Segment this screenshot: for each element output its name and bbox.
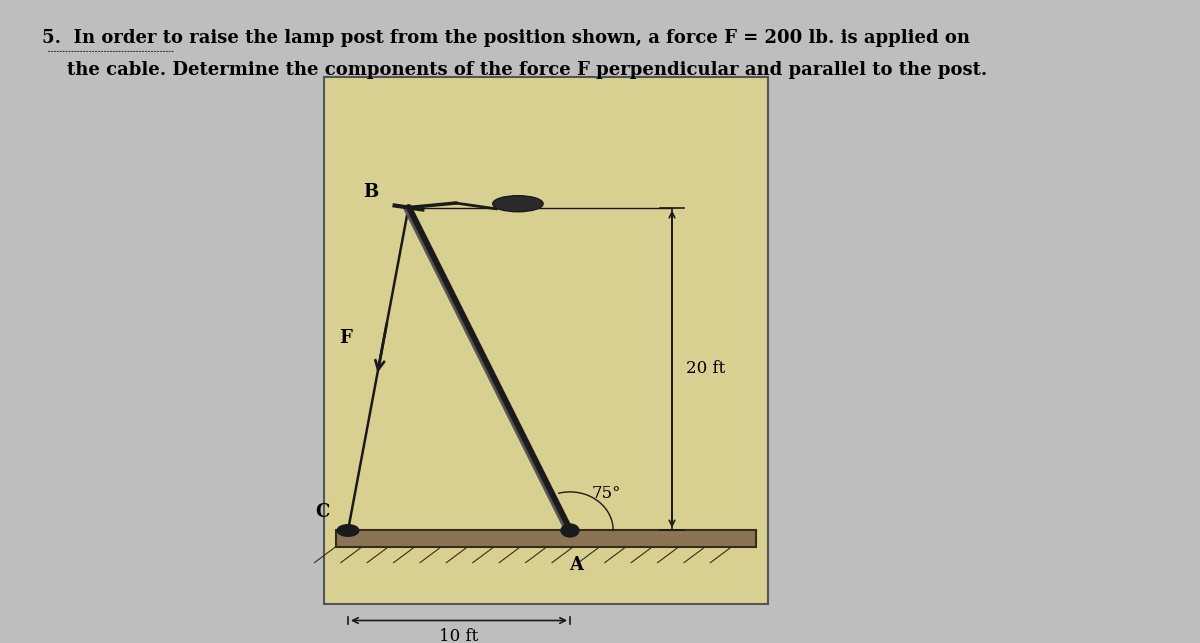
Text: 5.  In order to raise the lamp post from the position shown, a force F = 200 lb.: 5. In order to raise the lamp post from …	[42, 29, 970, 47]
Text: the cable. Determine the components of the force F perpendicular and parallel to: the cable. Determine the components of t…	[42, 61, 988, 79]
Text: B: B	[364, 183, 378, 201]
Bar	[336, 530, 756, 547]
Text: 75°: 75°	[592, 485, 622, 502]
Bar	[324, 77, 768, 604]
Text: F: F	[340, 329, 352, 347]
Text: 20 ft: 20 ft	[686, 361, 726, 377]
Text: C: C	[316, 503, 330, 521]
Text: A: A	[569, 556, 583, 574]
Circle shape	[337, 525, 359, 536]
Text: 10 ft: 10 ft	[439, 628, 479, 643]
Ellipse shape	[493, 195, 544, 212]
Ellipse shape	[562, 524, 580, 537]
